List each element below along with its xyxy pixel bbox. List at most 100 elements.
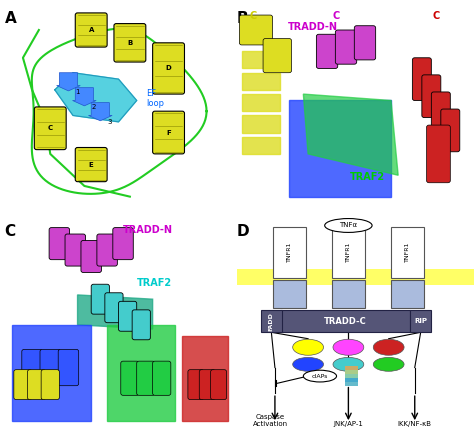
Polygon shape [303,94,398,175]
Ellipse shape [333,358,364,371]
FancyBboxPatch shape [34,107,66,150]
Text: C: C [48,125,53,131]
Polygon shape [242,137,280,154]
FancyBboxPatch shape [431,92,450,135]
Text: TNFR1: TNFR1 [287,242,292,262]
Text: B: B [237,11,249,26]
Text: TNFα: TNFα [339,222,357,228]
Polygon shape [55,73,137,122]
FancyBboxPatch shape [137,361,155,395]
Polygon shape [242,73,280,90]
FancyBboxPatch shape [422,75,441,118]
FancyBboxPatch shape [441,109,460,152]
Ellipse shape [333,339,364,355]
Bar [345,382,358,386]
FancyArrow shape [73,88,96,106]
FancyBboxPatch shape [354,26,375,60]
Polygon shape [182,336,228,421]
Ellipse shape [293,358,323,371]
Ellipse shape [373,358,404,371]
FancyBboxPatch shape [121,361,139,395]
Text: cIAPs: cIAPs [312,374,328,378]
Ellipse shape [325,218,372,232]
FancyBboxPatch shape [132,310,150,340]
Bar [345,374,358,378]
FancyBboxPatch shape [91,284,109,314]
FancyBboxPatch shape [41,370,59,399]
FancyBboxPatch shape [81,240,101,272]
FancyBboxPatch shape [75,13,107,47]
Bar [345,367,358,370]
FancyBboxPatch shape [316,34,337,68]
FancyBboxPatch shape [336,30,356,64]
Text: C: C [250,11,257,21]
Text: B: B [127,40,133,46]
Polygon shape [242,51,280,68]
FancyBboxPatch shape [22,349,42,386]
FancyBboxPatch shape [261,310,282,332]
Ellipse shape [373,339,404,355]
FancyBboxPatch shape [114,24,146,62]
Text: IKK/NF-κB: IKK/NF-κB [398,421,432,427]
Text: A: A [5,11,17,26]
Text: E: E [89,162,93,167]
FancyBboxPatch shape [273,227,306,278]
FancyBboxPatch shape [14,370,32,399]
FancyArrow shape [56,73,80,91]
FancyBboxPatch shape [153,43,184,94]
FancyBboxPatch shape [273,280,306,308]
Polygon shape [242,94,280,111]
FancyBboxPatch shape [199,370,215,399]
Ellipse shape [303,370,337,382]
Ellipse shape [293,339,323,355]
Text: TRADD-N: TRADD-N [288,22,338,32]
Text: F: F [166,129,171,136]
Text: TNFR1: TNFR1 [346,242,351,262]
Text: JNK/AP-1: JNK/AP-1 [333,421,364,427]
Text: TRADD-N: TRADD-N [123,225,173,235]
FancyBboxPatch shape [113,228,133,260]
Text: Caspase
Activation: Caspase Activation [253,414,288,427]
FancyBboxPatch shape [153,111,184,154]
Text: RIP: RIP [414,318,427,324]
Text: A: A [89,27,94,33]
FancyBboxPatch shape [65,234,85,266]
FancyBboxPatch shape [40,349,61,386]
FancyBboxPatch shape [118,301,137,331]
Text: 2: 2 [91,104,96,110]
FancyBboxPatch shape [27,370,46,399]
FancyBboxPatch shape [105,293,123,323]
FancyBboxPatch shape [332,227,365,278]
Text: TNFR1: TNFR1 [405,242,410,262]
FancyBboxPatch shape [412,58,431,100]
FancyBboxPatch shape [391,227,424,278]
FancyBboxPatch shape [58,349,79,386]
Text: 3: 3 [107,119,112,125]
FancyBboxPatch shape [210,370,227,399]
Text: D: D [237,225,250,239]
Text: 1: 1 [75,89,80,95]
FancyBboxPatch shape [97,234,118,266]
Bar [345,378,358,382]
Text: C: C [5,225,16,239]
Polygon shape [289,100,391,197]
FancyBboxPatch shape [280,310,410,332]
FancyBboxPatch shape [49,228,70,260]
Text: TRAF2: TRAF2 [137,278,172,288]
Text: FADD: FADD [269,312,274,330]
FancyBboxPatch shape [188,370,204,399]
Bar [237,269,474,285]
FancyBboxPatch shape [332,280,365,308]
Polygon shape [242,116,280,133]
Text: C: C [333,11,340,21]
Text: D: D [166,65,172,72]
Polygon shape [11,325,91,421]
FancyBboxPatch shape [263,38,292,73]
Polygon shape [107,325,175,421]
FancyBboxPatch shape [427,125,450,183]
Text: C: C [432,11,440,21]
Polygon shape [78,295,153,329]
Text: EF
loop: EF loop [146,89,164,108]
Text: TRAF2: TRAF2 [350,171,385,181]
FancyBboxPatch shape [75,147,107,182]
